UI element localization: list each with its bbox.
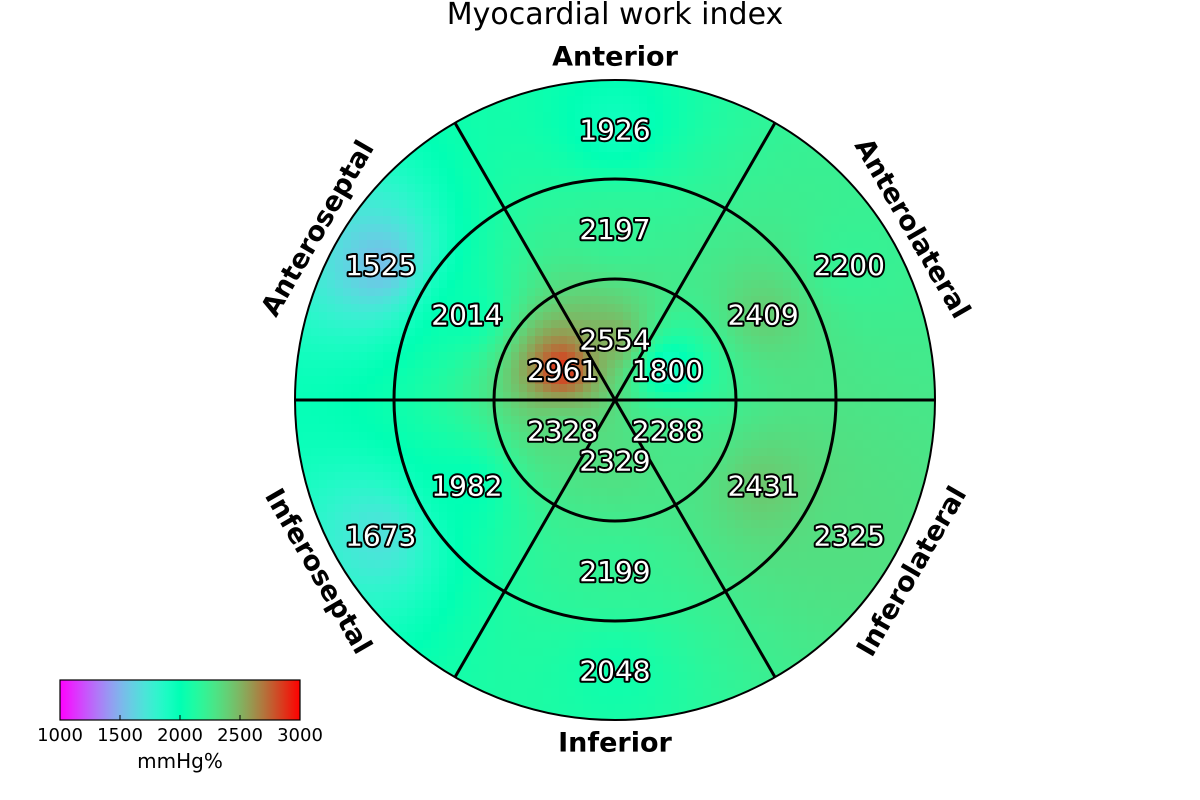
segment-boundaries <box>294 79 936 721</box>
colorbar: 1000 1500 2000 2500 3000 mmHg% <box>37 679 323 773</box>
segment-value-mid-inferoseptal: 1982 <box>431 470 502 503</box>
sector-boundary <box>613 399 777 678</box>
segment-value-mid-anterior: 2197 <box>579 213 650 246</box>
colorbar-ticks: 1000 1500 2000 2500 3000 <box>37 715 323 746</box>
segment-value-basal-inferoseptal: 1673 <box>345 519 416 552</box>
segment-value-apical-anteroseptal: 2961 <box>527 354 598 387</box>
colorbar-tick-label: 1500 <box>97 725 143 746</box>
sector-boundary <box>453 399 617 678</box>
segment-value-basal-anteroseptal: 1525 <box>345 249 416 282</box>
colorbar-label: mmHg% <box>137 749 223 773</box>
segment-value-mid-anteroseptal: 2014 <box>431 299 502 332</box>
colorbar-tick-label: 1000 <box>37 725 83 746</box>
segment-value-basal-inferior: 2048 <box>579 655 650 688</box>
colorbar-tick-label: 2500 <box>217 725 263 746</box>
segment-value-apical-anterior: 2554 <box>579 324 650 357</box>
wall-label-anterior: Anterior <box>552 42 678 73</box>
segment-value-basal-inferolateral: 2325 <box>814 519 885 552</box>
segment-value-mid-inferior: 2199 <box>579 555 650 588</box>
segment-value-basal-anterior: 1926 <box>579 114 650 147</box>
segment-value-basal-anterolateral: 2200 <box>814 249 885 282</box>
segment-value-apical-inferolateral: 2288 <box>632 414 703 447</box>
colorbar-tick-label: 3000 <box>277 725 323 746</box>
segment-value-mid-anterolateral: 2409 <box>727 299 798 332</box>
sector-boundary <box>613 122 777 401</box>
segment-value-mid-inferolateral: 2431 <box>727 470 798 503</box>
segment-value-apical-inferoseptal: 2328 <box>527 414 598 447</box>
sector-boundary <box>453 122 617 401</box>
colorbar-gradient <box>59 679 301 721</box>
chart-title: Myocardial work index <box>447 0 784 32</box>
wall-label-inferior: Inferior <box>558 728 672 759</box>
segment-value-apical-anterolateral: 1800 <box>632 354 703 387</box>
segment-values: 1926 2200 2325 2048 1673 1525 2197 2409 2431 2199… <box>343 112 887 690</box>
segment-value-apical-inferior: 2329 <box>579 445 650 478</box>
colorbar-tick-label: 2000 <box>157 725 203 746</box>
heat-field <box>295 80 935 720</box>
